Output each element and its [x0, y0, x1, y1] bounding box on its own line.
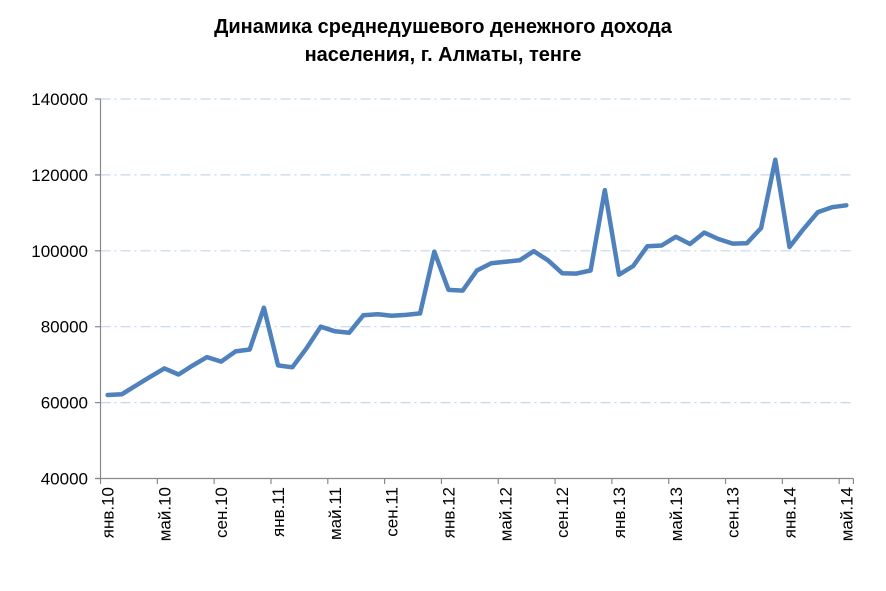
x-axis-tick-label: янв.11 — [269, 487, 288, 537]
x-axis-tick-label: май.13 — [667, 487, 686, 541]
x-axis-tick-label: сен.12 — [553, 487, 572, 538]
x-axis-tick-label: май.12 — [496, 487, 515, 541]
chart-title: Динамика среднедушевого денежного дохода… — [0, 13, 886, 69]
chart-title-line2: населения, г. Алматы, тенге — [304, 44, 582, 66]
x-axis-tick-label: май.14 — [837, 487, 856, 541]
x-axis-tick-label: май.10 — [155, 487, 174, 541]
x-axis-tick-label: сен.11 — [383, 487, 402, 537]
x-axis-tick-label: янв.13 — [610, 487, 629, 538]
x-axis-tick-label: янв.14 — [780, 487, 799, 538]
y-axis-tick-label: 100000 — [31, 242, 88, 261]
x-axis-tick-label: май.11 — [326, 487, 345, 540]
x-axis-tick-label: янв.12 — [440, 487, 459, 538]
y-axis-tick-label: 80000 — [41, 318, 88, 337]
x-axis-tick-label: янв.10 — [99, 487, 118, 538]
chart-title-line1: Динамика среднедушевого денежного дохода — [214, 16, 672, 38]
income-series-line — [105, 157, 849, 398]
y-axis-tick-label: 120000 — [31, 166, 88, 185]
x-axis-tick-label: сен.10 — [212, 487, 231, 538]
x-axis-tick-label: сен.13 — [724, 487, 743, 538]
y-axis-tick-label: 60000 — [41, 394, 88, 413]
y-axis-tick-label: 140000 — [31, 90, 88, 109]
y-axis-tick-label: 40000 — [41, 470, 88, 489]
